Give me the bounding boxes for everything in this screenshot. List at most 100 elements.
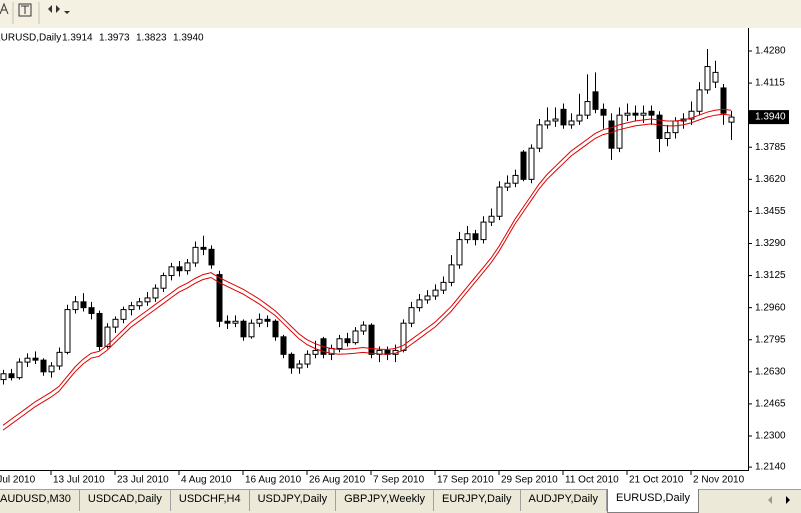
x-tick-label: 17 Sep 2010 [437,475,494,486]
y-tick-label: 1.4115 [755,78,785,89]
candle-body [72,301,79,311]
y-tick-label: 1.2465 [755,399,786,410]
y-tick-label: 1.2960 [755,302,786,313]
candle-body [264,318,271,322]
candle-body [576,114,583,122]
candle-body [728,116,735,123]
candle-body [568,120,575,126]
candle-body [504,182,511,188]
candle-body [672,120,679,134]
candle-body [312,349,319,355]
candle-body [512,174,519,184]
symbol-tab[interactable]: EURUSD,Daily [607,489,699,513]
symbol-tab[interactable]: USDCAD,Daily [80,490,171,511]
candle-body [648,110,655,116]
candle-body [136,301,143,307]
y-tick-label: 1.3785 [755,142,786,153]
candle-body [552,118,559,122]
candle-body [256,318,263,324]
candle-body [536,124,543,149]
label-tool-icon[interactable] [18,3,32,17]
candle-body [248,322,255,338]
candle-body [208,248,215,266]
chart-background [0,28,801,489]
candle-body [704,66,711,91]
candle-body [600,108,607,116]
candle-body [472,233,479,241]
y-tick-label: 1.2630 [755,366,786,377]
x-tick-label: 2 Nov 2010 [693,475,745,486]
candle-body [720,87,727,114]
ohlc-label: 1.3973 [99,33,130,44]
y-tick-label: 1.3455 [755,206,786,217]
y-tick-label: 1.4280 [755,46,786,57]
candle-body [56,351,63,367]
candle-body [432,289,439,297]
candle-body [344,338,351,344]
scroll-left[interactable] [768,496,772,504]
candle-body [152,287,159,299]
candle-body [104,326,111,348]
candle-body [96,312,103,348]
candle-body [464,233,471,241]
x-tick-label: 7 Sep 2010 [373,475,425,486]
candle-body [640,112,647,116]
candle-body [584,101,591,116]
scroll-right[interactable] [786,496,790,504]
symbol-tabs: AUDUSD,M30 USDCAD,Daily USDCHF,H4 USDJPY,Da… [0,489,801,513]
y-tick-label: 1.3290 [755,238,786,249]
candle-body [440,281,447,291]
y-tick-label: 1.2300 [755,431,786,442]
candle-body [520,151,527,180]
candle-body [424,295,431,301]
chart: EURUSD,Daily 1.3914 1.3973 1.3823 1.3940… [0,28,801,489]
candle-body [592,91,599,110]
tab-scroll [768,496,790,504]
candle-body [408,307,415,324]
candle-body [360,324,367,332]
y-tick-label: 1.2140 [755,462,786,473]
symbol-tab[interactable]: EURJPY,Daily [434,490,521,511]
candle-body [448,264,455,283]
candle-body [336,338,343,349]
symbol-tab[interactable]: AUDJPY,Daily [521,490,608,511]
candle-body [496,186,503,217]
candle-body [528,147,535,180]
symbol-tab[interactable]: USDJPY,Daily [250,490,337,511]
candle-body [8,373,15,379]
candle-body [240,320,247,338]
candle-body [40,359,47,373]
text-tool-icon[interactable] [0,2,9,15]
y-tick-label: 1.2795 [755,334,786,345]
candle-body [80,301,87,309]
candle-body [304,353,311,365]
candle-body [488,215,495,223]
chart-info: EURUSD,Daily 1.3914 1.3973 1.3823 1.3940 [0,33,204,44]
candle-body [456,239,463,266]
candle-body [656,114,663,139]
symbol-tab[interactable]: USDCHF,H4 [171,490,250,511]
ohlc-label: 1.3823 [136,33,167,44]
symbol-label: EURUSD,Daily [0,33,61,44]
toolbar-icons [0,2,70,24]
symbol-tab[interactable]: AUDUSD,M30 [0,490,80,511]
candle-body [296,363,303,369]
candle-body [624,112,631,116]
moving-average [2,113,732,431]
candle-body [16,361,23,379]
symbol-tab[interactable]: GBPJPY,Weekly [336,490,435,511]
candle-body [112,318,119,328]
candle-body [712,71,719,83]
arrows-tool-icon[interactable] [48,5,70,14]
candle-body [120,309,127,320]
candle-body [224,320,231,324]
candle-body [696,89,703,112]
candle-body [280,336,287,355]
x-tick-label: 26 Aug 2010 [309,475,366,486]
ohlc-label: 1.3940 [173,33,204,44]
candle-body [368,324,375,355]
last-price-label: 1.3940 [755,112,786,123]
toolbar [0,0,801,29]
candle-body [288,353,295,369]
label-tool-glyph [21,5,29,14]
